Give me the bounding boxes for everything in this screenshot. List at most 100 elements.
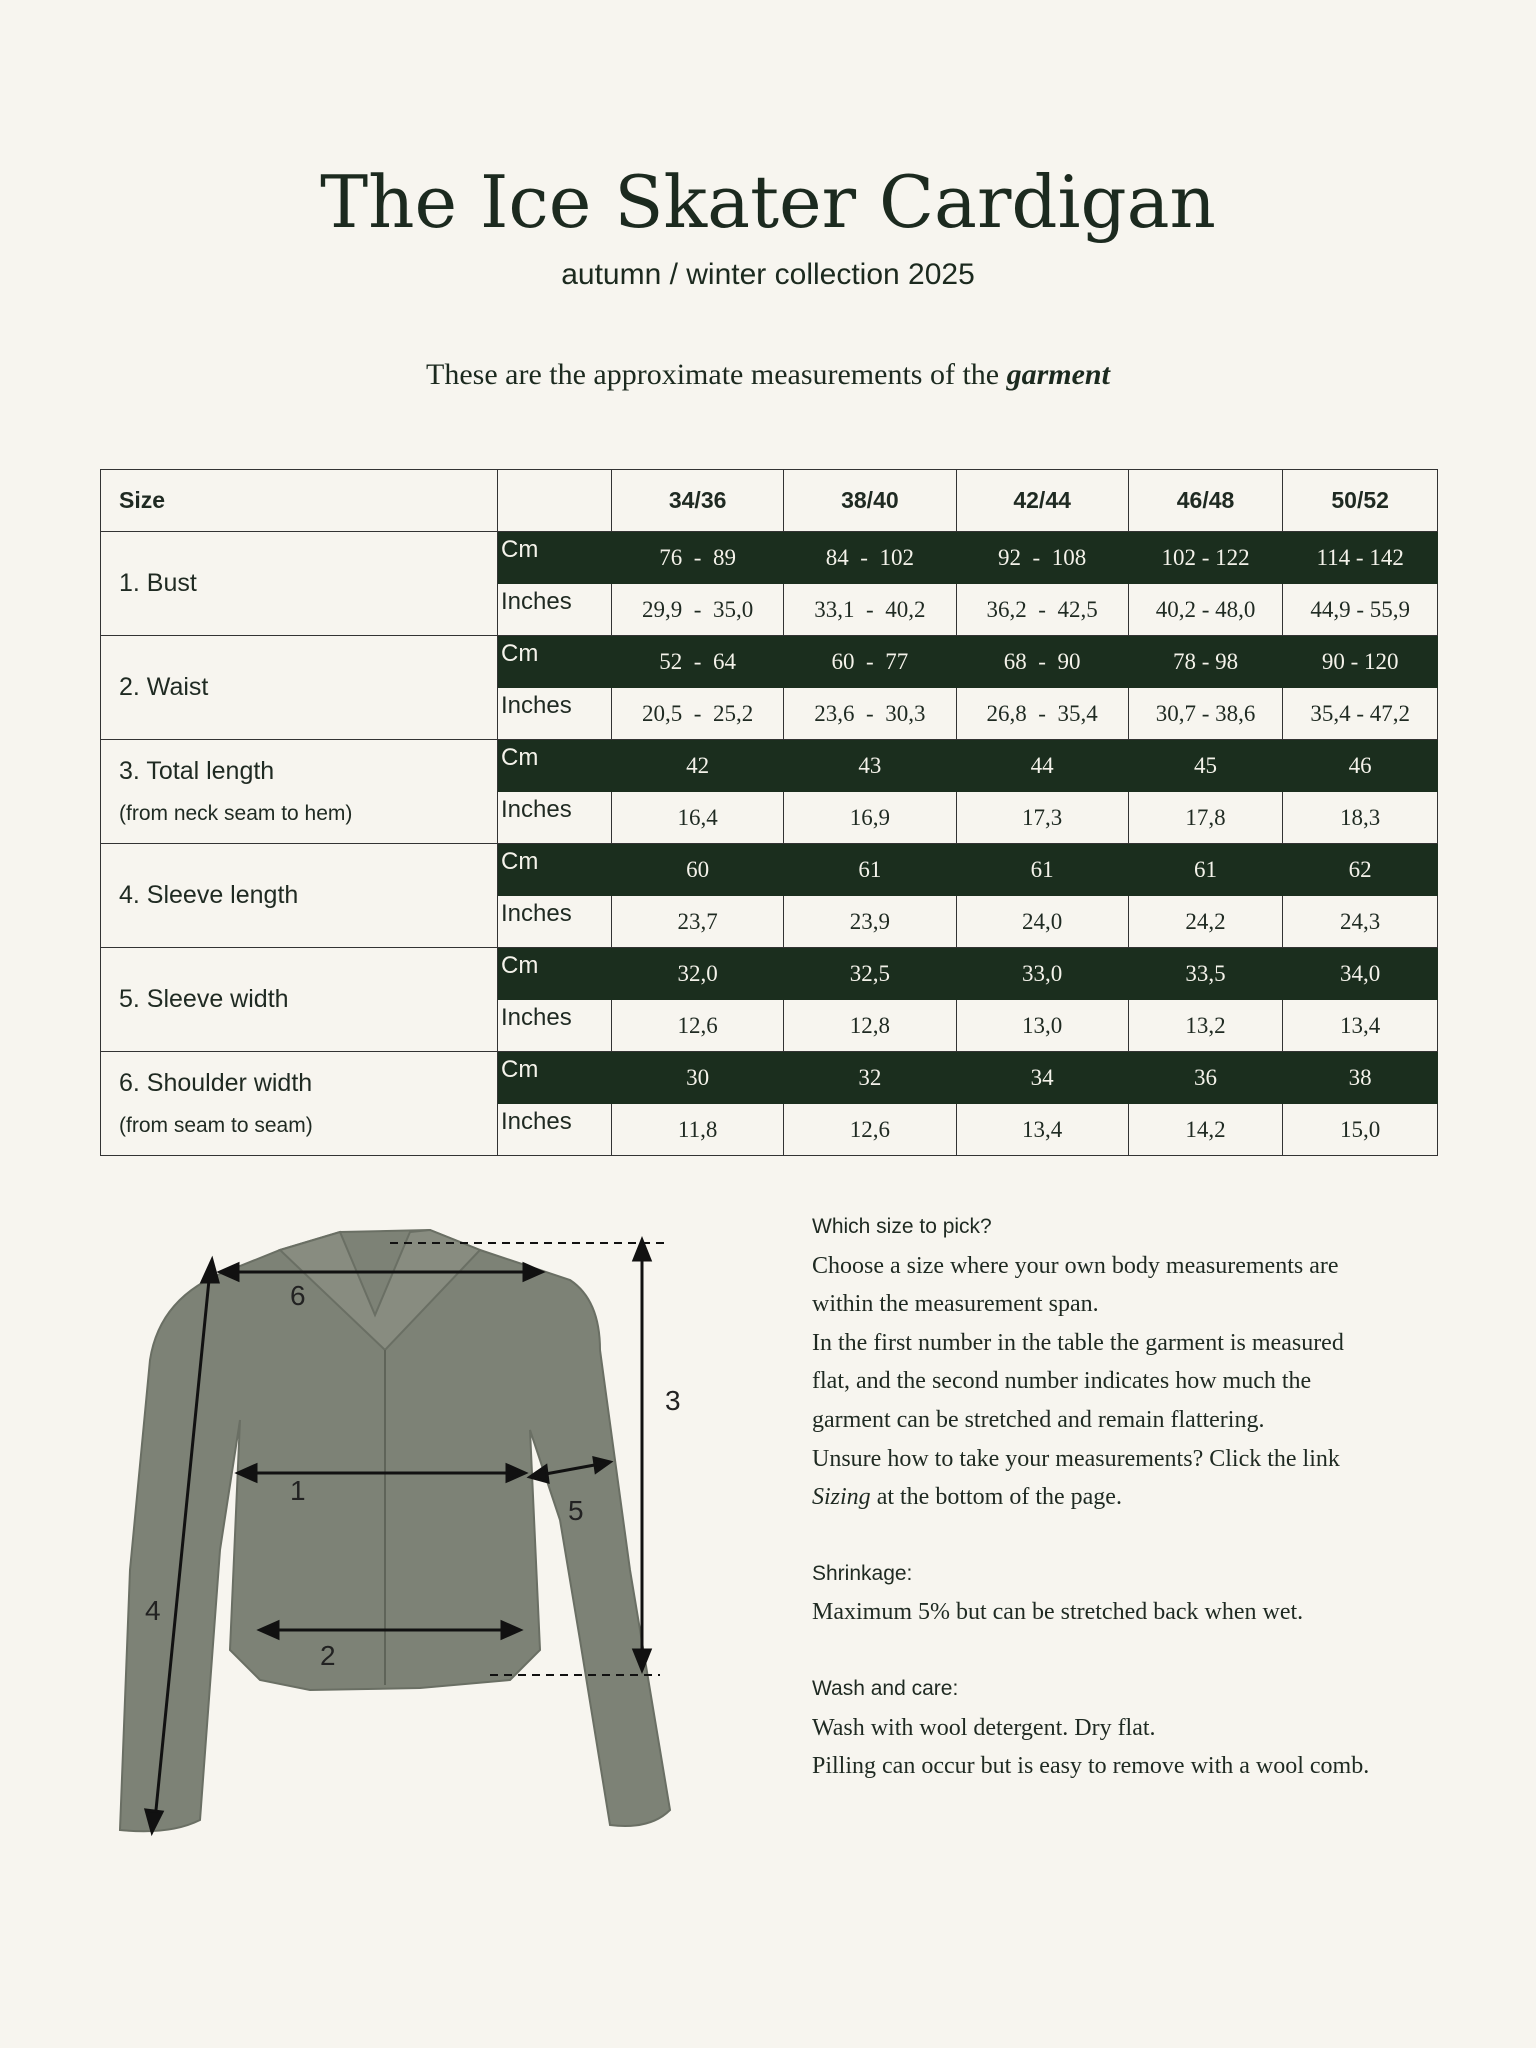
measurement-value: 30 (610, 1051, 785, 1104)
size-col-header: 42/44 (955, 469, 1129, 532)
size-col-header: 50/52 (1282, 469, 1438, 532)
measurement-value: 16,4 (610, 791, 785, 844)
size-col-header: 38/40 (783, 469, 957, 532)
measurement-value: 68 - 90 (955, 635, 1129, 688)
measurement-value: 84 - 102 (783, 531, 957, 584)
label-3: 3 (665, 1385, 681, 1416)
table-row-cm: 3. Total length (from neck seam to hem) Cm… (100, 739, 1438, 844)
measurement-name: 3. Total length (119, 757, 275, 785)
unit-label: Inches (497, 583, 612, 636)
pick-heading: Which size to pick? (812, 1215, 992, 1238)
sizing-rest: at the bottom of the page. (870, 1484, 1122, 1511)
intro-text: These are the approximate measurements o… (0, 358, 1536, 392)
intro-emphasis: garment (1006, 358, 1110, 391)
size-table: Size 34/36 38/40 42/44 46/48 50/52 1. Bu… (100, 469, 1438, 1156)
measurement-value: 15,0 (1282, 1103, 1438, 1156)
measurement-value: 90 - 120 (1282, 635, 1438, 688)
unit-label: Cm (497, 843, 612, 896)
measurement-label: 2. Waist (100, 635, 498, 740)
pick-line: Unsure how to take your measurements? Cl… (812, 1445, 1340, 1472)
unit-header (497, 469, 612, 532)
table-header-row: Size 34/36 38/40 42/44 46/48 50/52 (100, 469, 1438, 532)
table-row-in: Inches 23,7 23,9 24,0 24,2 24,3 (101, 895, 1438, 948)
measurement-value: 61 (1127, 843, 1284, 896)
measurement-value: 44 (955, 739, 1129, 792)
wash-line: Wash with wool detergent. Dry flat. (812, 1714, 1156, 1741)
pick-line: In the first number in the table the gar… (812, 1329, 1344, 1356)
measurement-value: 23,9 (783, 895, 957, 948)
size-header: Size (100, 469, 498, 532)
measurement-value: 13,4 (955, 1103, 1129, 1156)
table-row-cm: 5. Sleeve width Cm 32,0 32,5 33,0 33,5 34,0 (100, 947, 1438, 1052)
measurement-value: 32,5 (783, 947, 957, 1000)
measurement-value: 29,9 - 35,0 (610, 583, 785, 636)
measurement-value: 40,2 - 48,0 (1127, 583, 1284, 636)
label-1: 1 (290, 1475, 306, 1506)
measurement-value: 62 (1282, 843, 1438, 896)
measurement-value: 114 - 142 (1282, 531, 1438, 584)
measurement-value: 26,8 - 35,4 (955, 687, 1129, 740)
label-5: 5 (568, 1495, 584, 1526)
cardigan-measurement-diagram: 1 2 3 4 5 6 (118, 1228, 681, 1837)
measurement-value: 24,3 (1282, 895, 1438, 948)
measurement-value: 33,5 (1127, 947, 1284, 1000)
measurement-value: 11,8 (610, 1103, 785, 1156)
measurement-value: 17,8 (1127, 791, 1284, 844)
cardigan-illustration (118, 1228, 672, 1833)
measure-lines (143, 1235, 670, 1837)
measurement-value: 78 - 98 (1127, 635, 1284, 688)
measurement-value: 12,6 (610, 999, 785, 1052)
measurement-value: 17,3 (955, 791, 1129, 844)
table-row-in: Inches 16,4 16,9 17,3 17,8 18,3 (101, 791, 1438, 844)
measurement-name: 4. Sleeve length (119, 881, 299, 909)
measurement-value: 36,2 - 42,5 (955, 583, 1129, 636)
measurement-value: 36 (1127, 1051, 1284, 1104)
measurement-name: 2. Waist (119, 673, 209, 701)
table-row-in: Inches 11,8 12,6 13,4 14,2 15,0 (101, 1103, 1438, 1156)
measurement-value: 46 (1282, 739, 1438, 792)
label-4: 4 (145, 1595, 161, 1626)
shrink-text: Maximum 5% but can be stretched back whe… (812, 1599, 1304, 1626)
table-row-in: Inches 29,9 - 35,0 33,1 - 40,2 36,2 - 42,5 4… (101, 583, 1438, 636)
measurement-label: 4. Sleeve length (100, 843, 498, 948)
size-col-header: 46/48 (1127, 469, 1284, 532)
measurement-value: 23,6 - 30,3 (783, 687, 957, 740)
unit-label: Inches (497, 791, 612, 844)
pick-line: within the measurement span. (812, 1291, 1099, 1318)
info-panel: Which size to pick? Choose a size where … (812, 1208, 1462, 1786)
measurement-value: 60 - 77 (783, 635, 957, 688)
table-row-cm: 6. Shoulder width (from seam to seam) Cm 30… (100, 1051, 1438, 1156)
table-row-cm: 2. Waist Cm 52 - 64 60 - 77 68 - 90 78 - 98 90… (100, 635, 1438, 740)
measurement-value: 43 (783, 739, 957, 792)
measurement-label: 6. Shoulder width (from seam to seam) (100, 1051, 498, 1156)
wash-line: Pilling can occur but is easy to remove … (812, 1753, 1370, 1780)
measurement-value: 24,0 (955, 895, 1129, 948)
unit-label: Inches (497, 687, 612, 740)
measurement-value: 13,2 (1127, 999, 1284, 1052)
measurement-value: 13,0 (955, 999, 1129, 1052)
measurement-value: 23,7 (610, 895, 785, 948)
unit-label: Cm (497, 1051, 612, 1104)
sizing-link[interactable]: Sizing (812, 1484, 871, 1511)
table-row-cm: 1. Bust Cm 76 - 89 84 - 102 92 - 108 102 - 12… (100, 531, 1438, 636)
measurement-note: (from neck seam to hem) (119, 802, 353, 825)
measurement-value: 34,0 (1282, 947, 1438, 1000)
pick-line: garment can be stretched and remain flat… (812, 1406, 1265, 1433)
measurement-value: 32,0 (610, 947, 785, 1000)
measurement-value: 34 (955, 1051, 1129, 1104)
pick-line: Sizing at the bottom of the page. (812, 1478, 1462, 1517)
measurement-value: 18,3 (1282, 791, 1438, 844)
measurement-value: 44,9 - 55,9 (1282, 583, 1438, 636)
shrink-heading: Shrinkage: (812, 1561, 913, 1585)
measurement-value: 33,1 - 40,2 (783, 583, 957, 636)
measurement-value: 42 (610, 739, 785, 792)
unit-label: Cm (497, 739, 612, 792)
measurement-value: 20,5 - 25,2 (610, 687, 785, 740)
pick-line: flat, and the second number indicates ho… (812, 1368, 1312, 1395)
measurement-label: 3. Total length (from neck seam to hem) (100, 739, 498, 844)
unit-label: Inches (497, 999, 612, 1052)
measurement-value: 61 (955, 843, 1129, 896)
measurement-value: 30,7 - 38,6 (1127, 687, 1284, 740)
measurement-value: 24,2 (1127, 895, 1284, 948)
measurement-value: 12,6 (783, 1103, 957, 1156)
